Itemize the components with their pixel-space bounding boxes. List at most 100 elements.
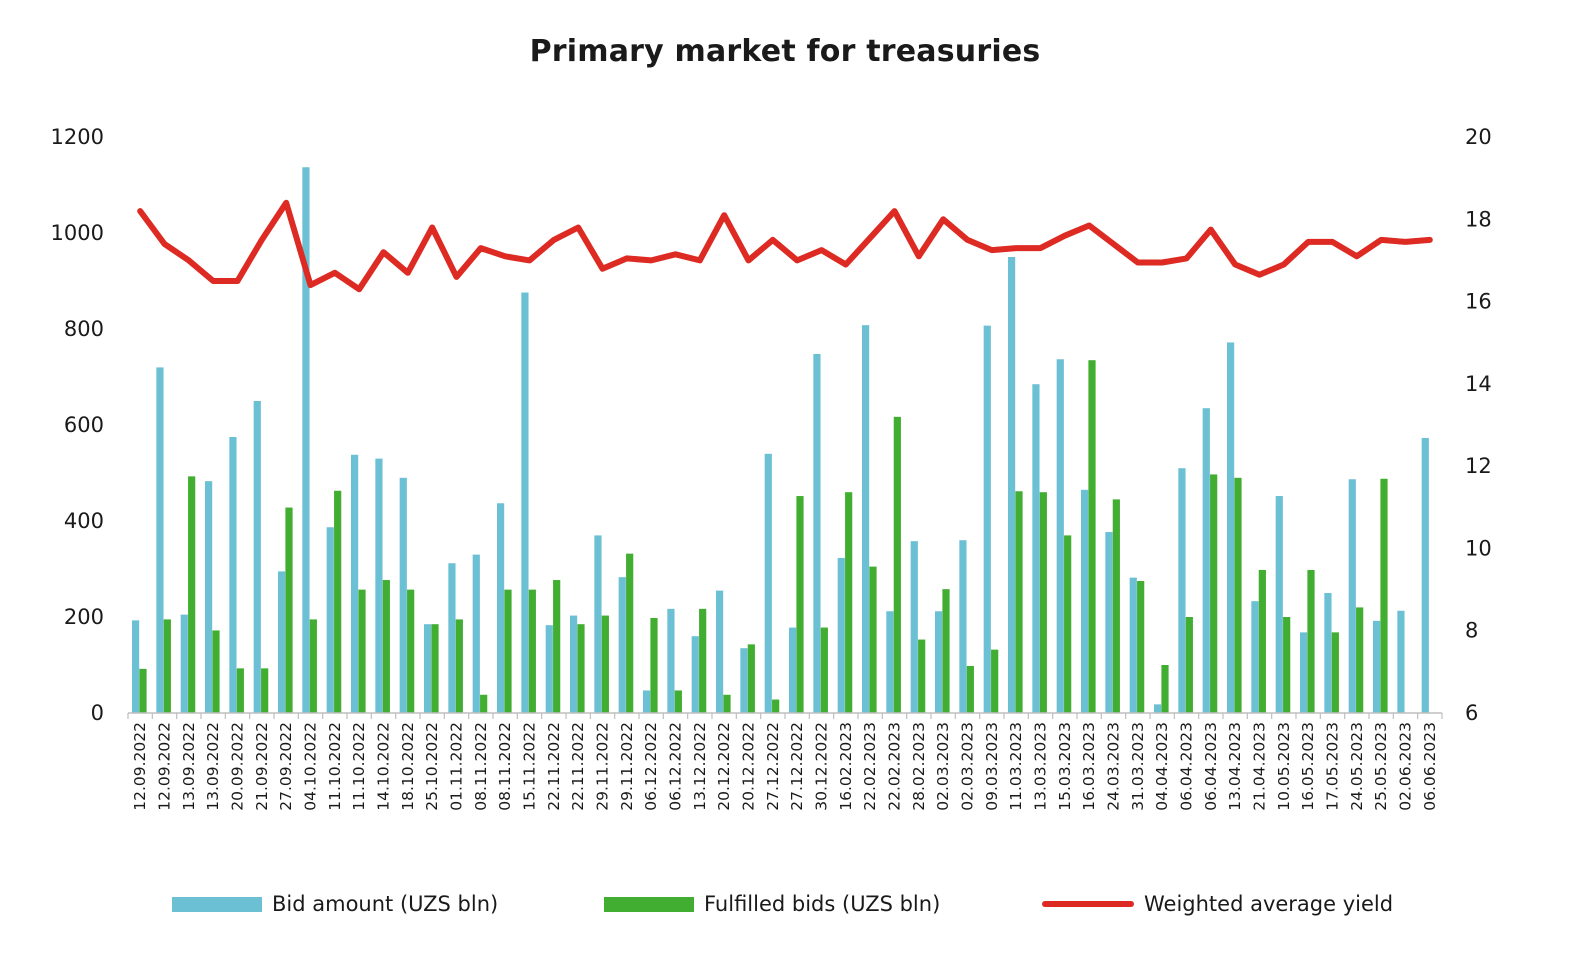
x-tick-label: 13.04.2023 <box>1226 722 1244 811</box>
fulfilled-bar <box>845 492 853 713</box>
bid-bar <box>521 292 529 713</box>
bid-bar <box>789 627 797 713</box>
bid-bar <box>302 167 310 714</box>
bid-bar <box>399 477 407 713</box>
fulfilled-bar <box>553 580 561 713</box>
bid-bar <box>1227 342 1235 713</box>
fulfilled-bar <box>382 580 390 713</box>
fulfilled-bar <box>163 619 171 713</box>
fulfilled-bar <box>1210 474 1218 713</box>
bid-bar <box>472 554 480 713</box>
bid-bar <box>1202 408 1210 713</box>
x-tick-label: 22.02.2023 <box>861 722 879 811</box>
bid-bar <box>691 636 699 713</box>
x-tick-label: 21.04.2023 <box>1251 722 1269 811</box>
fulfilled-bar <box>407 589 415 713</box>
x-tick-label: 27.12.2022 <box>764 722 782 811</box>
bid-bar <box>716 590 724 713</box>
fulfilled-bar <box>1356 607 1364 713</box>
x-tick-label: 22.11.2022 <box>545 722 563 811</box>
x-tick-label: 01.11.2022 <box>448 722 466 811</box>
fulfilled-bar <box>942 589 950 713</box>
x-tick-label: 29.11.2022 <box>594 722 612 811</box>
x-tick-label: 12.09.2022 <box>131 722 149 811</box>
fulfilled-bar <box>309 619 317 713</box>
bid-bar <box>278 571 286 713</box>
fulfilled-bar <box>796 496 804 713</box>
legend-label-bid: Bid amount (UZS bln) <box>272 892 499 916</box>
bid-bar <box>618 577 626 713</box>
legend-item-fulfilled: Fulfilled bids (UZS bln) <box>604 892 940 916</box>
x-tick-label: 27.12.2022 <box>788 722 806 811</box>
x-tick-label: 04.04.2023 <box>1153 722 1171 811</box>
bid-bar <box>375 458 383 713</box>
x-tick-label: 16.05.2023 <box>1299 722 1317 811</box>
fulfilled-bar <box>236 668 244 713</box>
x-tick-label: 28.02.2023 <box>910 722 928 811</box>
right-tick-label: 16 <box>1465 290 1492 314</box>
bid-bar <box>1397 610 1405 713</box>
fulfilled-bar <box>577 624 585 713</box>
x-tick-label: 20.12.2022 <box>740 722 758 811</box>
fulfilled-bar <box>918 639 926 713</box>
fulfilled-bar <box>212 630 220 713</box>
legend-label-yield: Weighted average yield <box>1144 892 1394 916</box>
x-tick-label: 02.06.2023 <box>1397 722 1415 811</box>
bid-bar <box>740 648 748 713</box>
right-tick-label: 8 <box>1465 619 1478 643</box>
x-axis-ticks <box>127 713 1443 719</box>
bid-bar <box>1105 532 1113 713</box>
fulfilled-bar <box>1161 665 1169 713</box>
x-tick-label: 06.04.2023 <box>1178 722 1196 811</box>
left-tick-label: 600 <box>64 413 104 437</box>
legend-item-bid: Bid amount (UZS bln) <box>172 892 498 916</box>
bid-bar <box>1373 620 1381 713</box>
x-tick-label: 31.03.2023 <box>1129 722 1147 811</box>
x-tick-label: 24.05.2023 <box>1348 722 1366 811</box>
chart-title: Primary market for treasuries <box>529 34 1041 69</box>
fulfilled-bar <box>1137 581 1145 713</box>
fulfilled-bar <box>1015 491 1023 713</box>
fulfilled-bar <box>285 507 293 713</box>
bid-bar <box>545 625 553 713</box>
bid-bar <box>497 503 505 713</box>
x-tick-label: 22.02.2023 <box>886 722 904 811</box>
bid-bar <box>205 481 213 713</box>
yield-line <box>137 199 1433 293</box>
x-tick-label: 20.09.2022 <box>229 722 247 811</box>
x-tick-label: 21.09.2022 <box>253 722 271 811</box>
legend-swatch-fulfilled <box>604 896 694 912</box>
left-tick-label: 0 <box>91 701 104 725</box>
x-tick-label: 06.06.2023 <box>1421 722 1439 811</box>
x-tick-label: 24.03.2023 <box>1105 722 1123 811</box>
x-tick-label: 02.03.2023 <box>959 722 977 811</box>
fulfilled-bar <box>1234 477 1242 713</box>
fulfilled-bar <box>1088 360 1096 713</box>
fulfilled-bar <box>991 649 999 713</box>
fulfilled-bar <box>504 589 512 713</box>
fulfilled-bar <box>1380 478 1388 713</box>
bid-bar <box>862 325 870 713</box>
left-tick-label: 800 <box>64 317 104 341</box>
x-tick-label: 06.12.2022 <box>667 722 685 811</box>
fulfilled-bar <box>674 690 682 713</box>
fulfilled-bar <box>334 490 342 713</box>
fulfilled-bar <box>139 668 147 713</box>
x-tick-label: 25.05.2023 <box>1372 722 1390 811</box>
fulfilled-bar <box>626 553 634 713</box>
right-tick-label: 10 <box>1465 536 1492 560</box>
fulfilled-bar <box>1331 632 1339 713</box>
x-tick-label: 13.09.2022 <box>204 722 222 811</box>
x-tick-label: 02.03.2023 <box>934 722 952 811</box>
x-tick-label: 10.05.2023 <box>1275 722 1293 811</box>
bid-bar <box>837 557 845 713</box>
legend-item-yield: Weighted average yield <box>1042 892 1393 916</box>
fulfilled-bar <box>966 665 974 713</box>
bid-bar <box>935 611 943 713</box>
fulfilled-bar <box>358 589 366 713</box>
bid-bar <box>448 563 456 713</box>
x-tick-label: 13.12.2022 <box>691 722 709 811</box>
bid-bar <box>1056 359 1064 713</box>
fulfilled-bar <box>650 617 658 713</box>
fulfilled-bar <box>431 624 439 713</box>
